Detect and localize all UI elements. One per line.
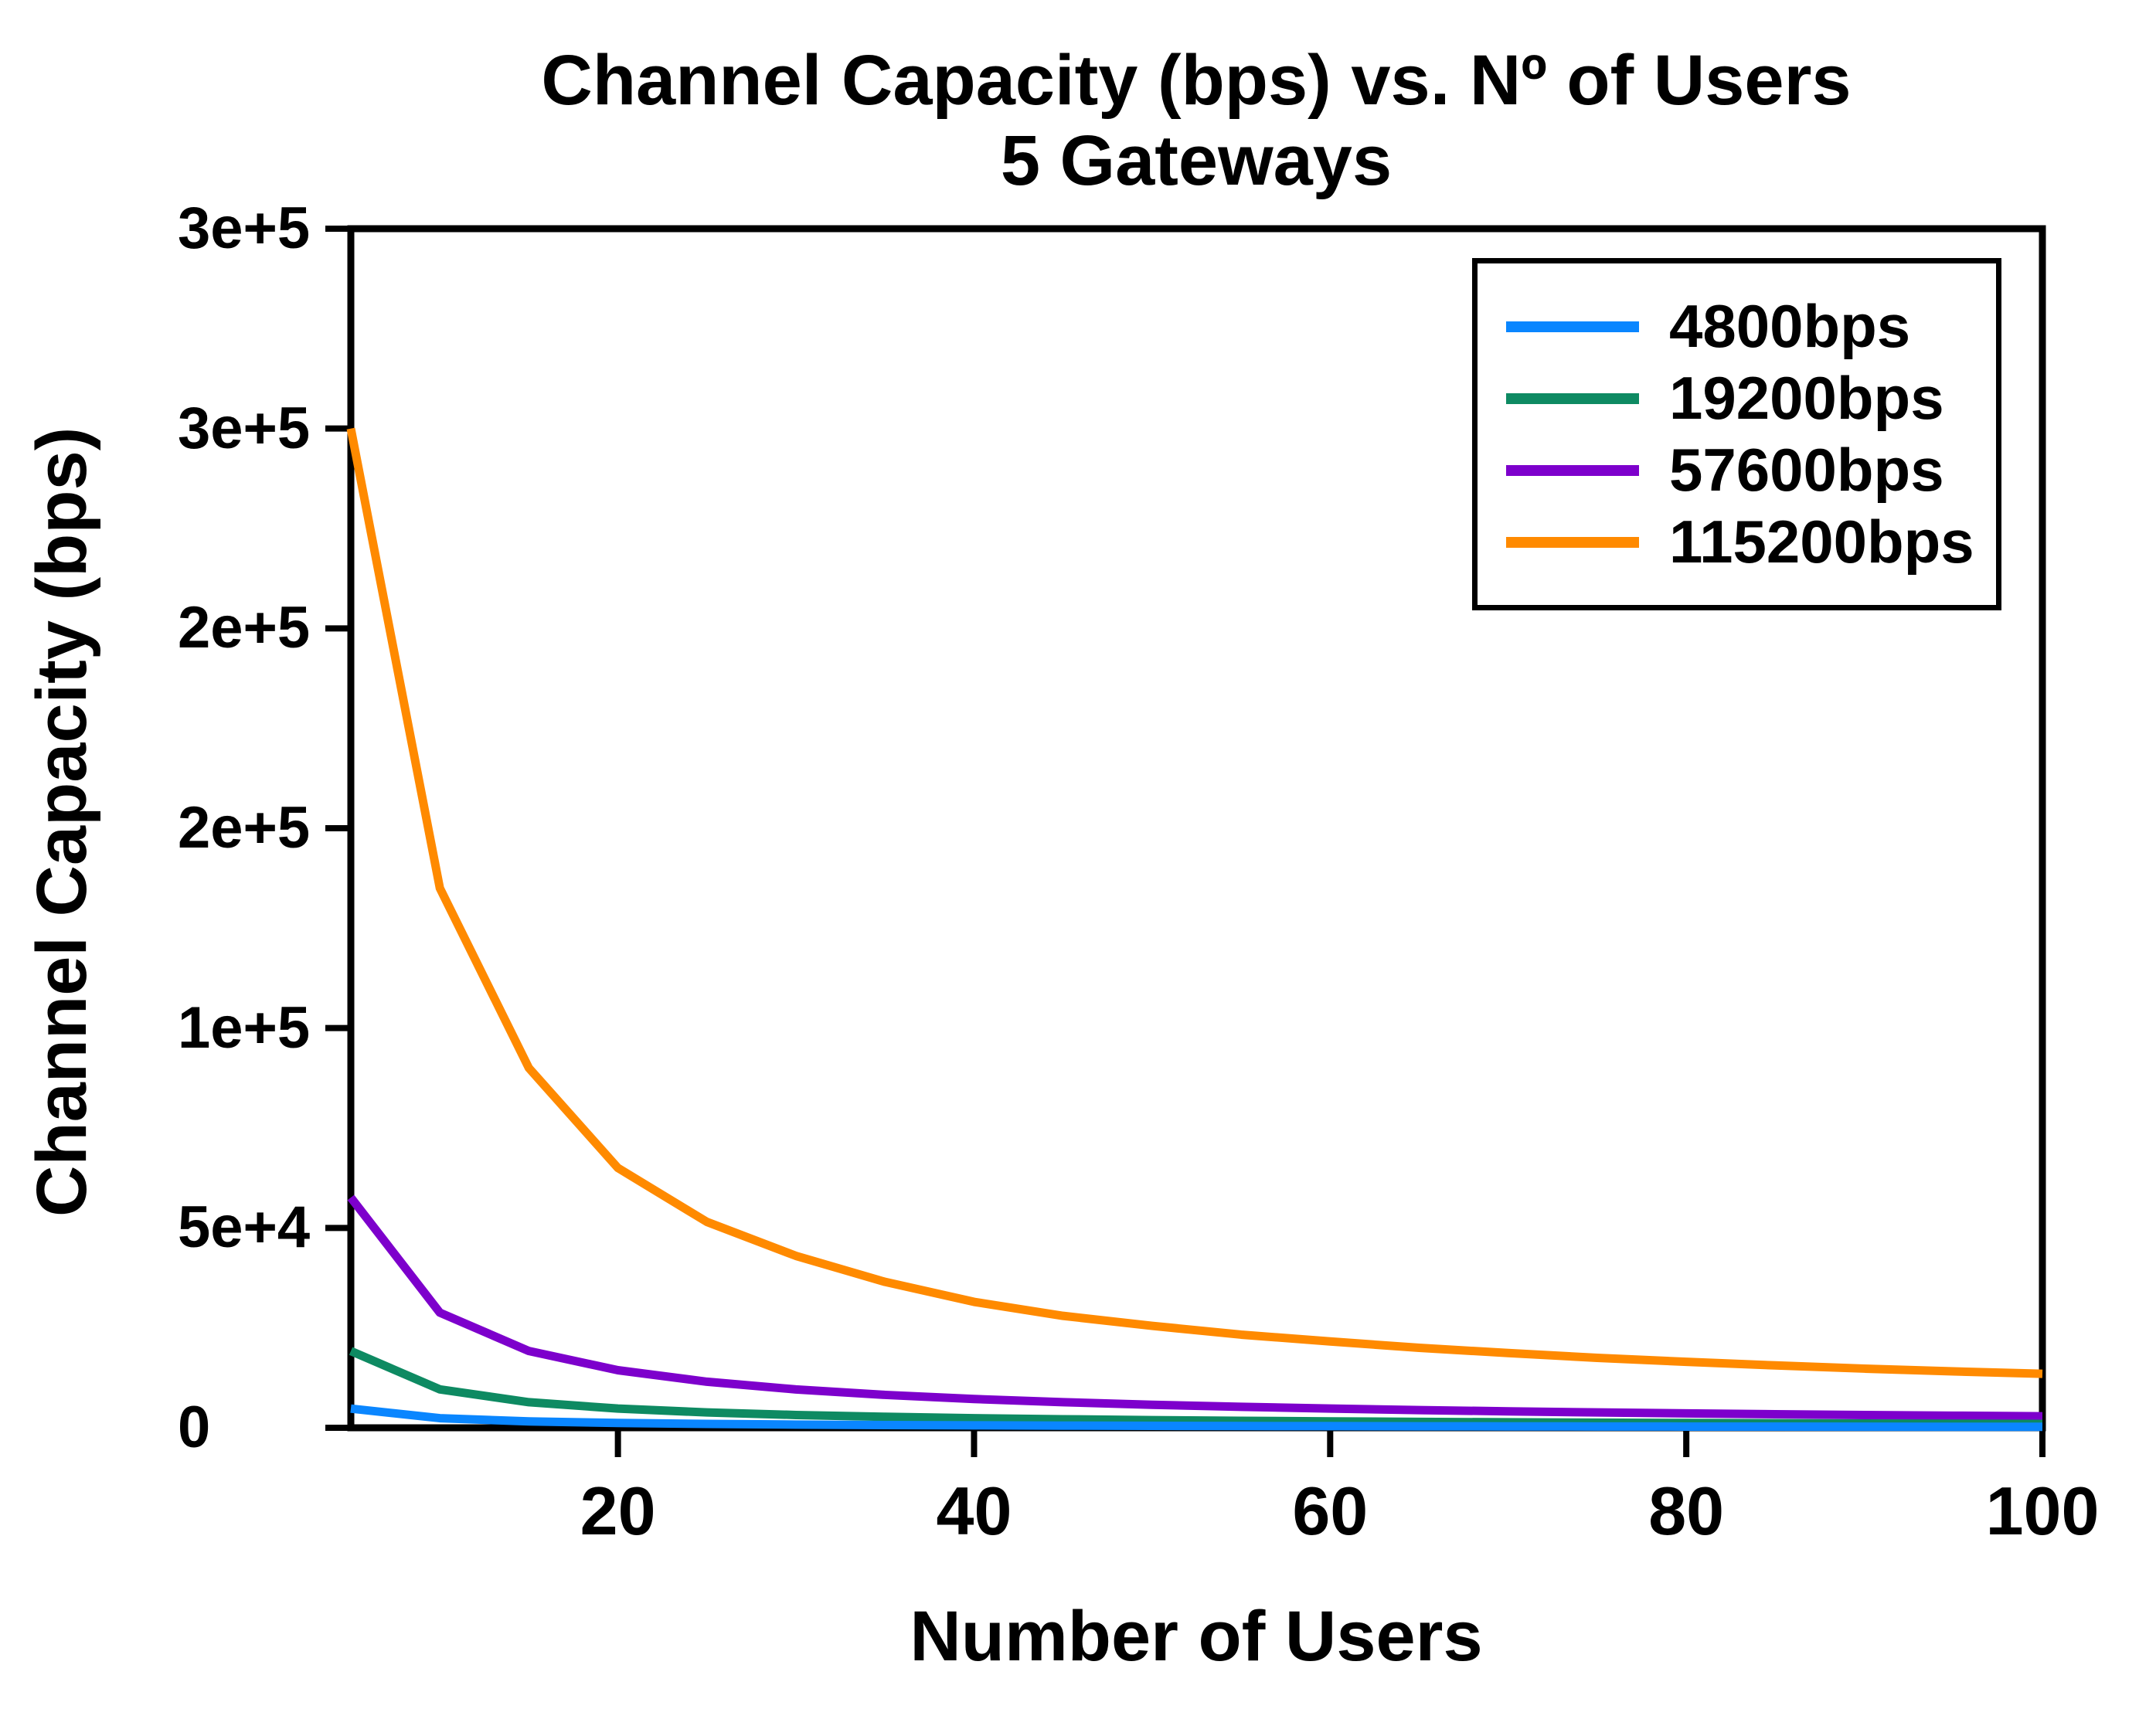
x-axis-title: Number of Users xyxy=(910,1597,1483,1676)
y-tick-label: 2e+5 xyxy=(178,795,311,861)
axis-ticks xyxy=(325,226,2045,1457)
series-lines xyxy=(346,427,2043,1432)
y-tick-label: 5e+4 xyxy=(178,1194,311,1261)
legend-label: 19200bps xyxy=(1669,364,1944,432)
x-tick-label: 80 xyxy=(1648,1473,1725,1549)
legend-item-57600bps: 57600bps xyxy=(1478,434,1996,506)
chart-title: Channel Capacity (bps) vs. Nº of Users 5… xyxy=(346,40,2046,201)
chart-title-line2: 5 Gateways xyxy=(1000,121,1393,200)
legend-label: 57600bps xyxy=(1669,436,1944,504)
x-tick-label: 60 xyxy=(1292,1473,1369,1549)
y-tick-label: 0 xyxy=(178,1395,211,1460)
y-tick-label: 3e+5 xyxy=(178,195,311,261)
legend-label: 115200bps xyxy=(1669,508,1974,576)
legend-item-115200bps: 115200bps xyxy=(1478,506,1996,578)
legend-swatch-4800bps xyxy=(1506,321,1639,332)
legend-item-19200bps: 19200bps xyxy=(1478,362,1996,434)
x-tick-label: 20 xyxy=(580,1473,656,1549)
y-tick-label: 2e+5 xyxy=(178,595,311,661)
x-tick-label: 40 xyxy=(936,1473,1012,1549)
x-tick-label: 100 xyxy=(1985,1473,2100,1549)
series-line-57600bps xyxy=(347,1194,2043,1421)
legend-swatch-19200bps xyxy=(1506,392,1639,404)
legend-swatch-115200bps xyxy=(1506,536,1639,548)
legend-item-4800bps: 4800bps xyxy=(1478,290,1996,362)
y-tick-label: 1e+5 xyxy=(178,994,311,1061)
series-line-115200bps xyxy=(346,427,2043,1378)
y-tick-label: 3e+5 xyxy=(178,395,311,461)
legend-swatch-57600bps xyxy=(1506,464,1639,476)
series-line-4800bps xyxy=(350,1404,2043,1432)
legend-box: 4800bps 19200bps 57600bps 115200bps xyxy=(1472,258,2001,610)
chart-title-line1: Channel Capacity (bps) vs. Nº of Users xyxy=(541,41,1852,120)
legend-label: 4800bps xyxy=(1669,292,1911,360)
